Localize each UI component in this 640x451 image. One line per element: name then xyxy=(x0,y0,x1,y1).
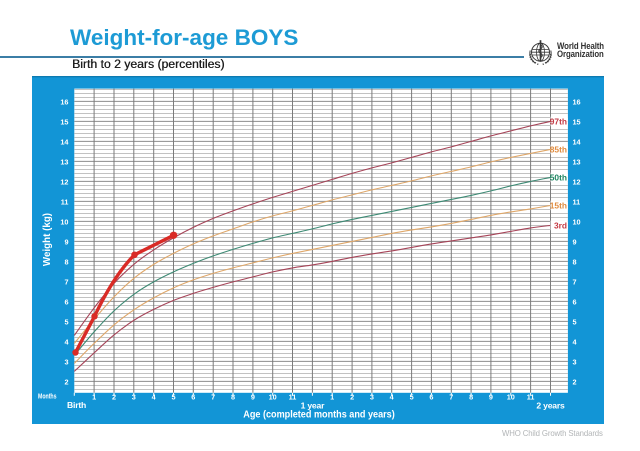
svg-text:4: 4 xyxy=(573,337,578,346)
svg-text:5: 5 xyxy=(410,392,414,401)
svg-text:Birth: Birth xyxy=(67,400,86,410)
svg-text:4: 4 xyxy=(390,392,395,401)
svg-text:8: 8 xyxy=(231,392,235,401)
svg-text:6: 6 xyxy=(64,297,68,306)
svg-text:12: 12 xyxy=(60,177,68,186)
svg-text:13: 13 xyxy=(60,157,68,166)
svg-text:2: 2 xyxy=(573,377,577,386)
svg-text:5: 5 xyxy=(64,317,68,326)
svg-text:1: 1 xyxy=(92,392,96,401)
svg-text:14: 14 xyxy=(573,137,582,146)
svg-text:11: 11 xyxy=(573,197,581,206)
svg-text:10: 10 xyxy=(269,392,277,401)
svg-text:15: 15 xyxy=(573,117,581,126)
svg-text:Months: Months xyxy=(38,394,57,401)
svg-text:5: 5 xyxy=(573,317,577,326)
svg-text:15: 15 xyxy=(60,117,68,126)
svg-text:10: 10 xyxy=(507,392,515,401)
svg-text:13: 13 xyxy=(573,157,581,166)
svg-text:11: 11 xyxy=(289,392,297,401)
svg-text:97th: 97th xyxy=(550,117,567,127)
svg-text:3: 3 xyxy=(573,357,577,366)
svg-text:8: 8 xyxy=(64,257,68,266)
svg-text:8: 8 xyxy=(469,392,473,401)
svg-text:4: 4 xyxy=(64,337,69,346)
svg-text:9: 9 xyxy=(251,392,255,401)
svg-text:6: 6 xyxy=(191,392,195,401)
svg-text:2: 2 xyxy=(112,392,116,401)
svg-text:7: 7 xyxy=(449,392,453,401)
svg-text:16: 16 xyxy=(573,97,581,106)
svg-text:3: 3 xyxy=(132,392,136,401)
svg-text:2: 2 xyxy=(350,392,354,401)
svg-text:3: 3 xyxy=(64,357,68,366)
svg-text:6: 6 xyxy=(429,392,433,401)
svg-text:2 years: 2 years xyxy=(536,400,565,410)
svg-text:3rd: 3rd xyxy=(554,221,567,231)
svg-text:6: 6 xyxy=(573,297,577,306)
svg-text:85th: 85th xyxy=(550,145,567,155)
svg-text:15th: 15th xyxy=(550,201,567,211)
svg-text:2: 2 xyxy=(64,377,68,386)
svg-text:10: 10 xyxy=(573,217,581,226)
svg-text:12: 12 xyxy=(573,177,581,186)
svg-text:7: 7 xyxy=(573,277,577,286)
svg-text:16: 16 xyxy=(60,97,68,106)
svg-text:11: 11 xyxy=(61,197,69,206)
svg-text:Age (completed months and year: Age (completed months and years) xyxy=(243,410,395,421)
svg-text:9: 9 xyxy=(573,237,577,246)
svg-text:1: 1 xyxy=(330,392,334,401)
svg-text:4: 4 xyxy=(152,392,157,401)
svg-text:50th: 50th xyxy=(550,173,567,183)
svg-text:3: 3 xyxy=(370,392,374,401)
svg-text:8: 8 xyxy=(573,257,577,266)
svg-text:7: 7 xyxy=(64,277,68,286)
svg-text:11: 11 xyxy=(527,392,535,401)
svg-text:Weight (kg): Weight (kg) xyxy=(42,213,53,266)
svg-text:7: 7 xyxy=(211,392,215,401)
svg-text:1 year: 1 year xyxy=(301,400,326,410)
svg-text:5: 5 xyxy=(171,392,175,401)
svg-text:10: 10 xyxy=(60,217,68,226)
svg-text:9: 9 xyxy=(64,237,68,246)
svg-text:9: 9 xyxy=(489,392,493,401)
svg-text:14: 14 xyxy=(60,137,69,146)
